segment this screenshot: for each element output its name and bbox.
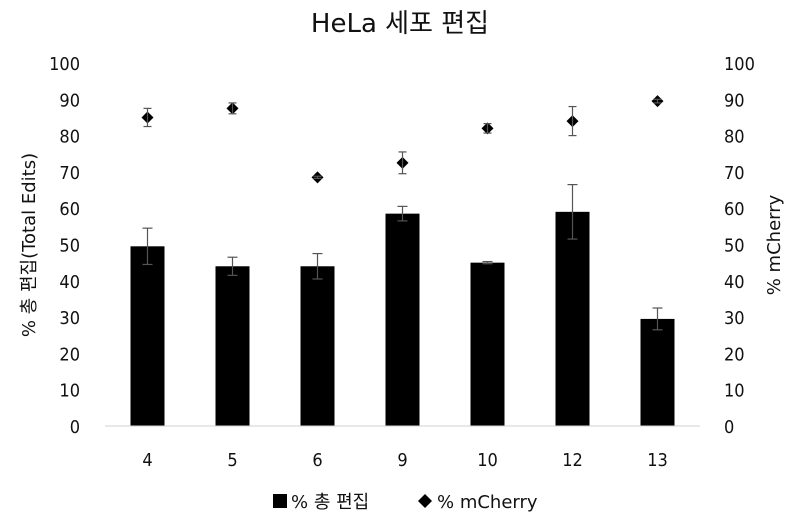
right-tick-label: 100	[724, 54, 755, 75]
right-tick-label: 10	[724, 381, 745, 402]
bar	[556, 212, 590, 426]
right-tick-label: 80	[724, 127, 745, 148]
left-tick-label: 70	[59, 163, 80, 184]
left-tick-label: 60	[59, 199, 80, 220]
left-tick-label: 0	[70, 417, 80, 438]
legend-marker-mcherry	[418, 494, 432, 508]
right-axis-ticks: 0 10 20 30 40 50 60 70 80 90 100	[724, 54, 755, 438]
y-axis-label-left: % 총 편집(Total Edits)	[19, 153, 40, 337]
right-tick-label: 0	[724, 417, 734, 438]
left-tick-label: 50	[59, 236, 80, 257]
bar	[641, 319, 675, 426]
legend: % 총 편집 % mCherry	[273, 492, 538, 513]
left-tick-label: 20	[59, 344, 80, 365]
left-tick-label: 100	[49, 54, 80, 75]
bar	[386, 214, 420, 426]
legend-label-total-edits: % 총 편집	[291, 492, 369, 513]
left-axis-ticks: 0 10 20 30 40 50 60 70 80 90 100	[49, 54, 80, 438]
left-tick-label: 10	[59, 381, 80, 402]
left-tick-label: 30	[59, 308, 80, 329]
bar	[471, 263, 505, 426]
x-tick-label: 13	[647, 450, 668, 471]
x-axis-ticks: 4 5 6 9 10 12 13	[142, 450, 667, 471]
left-tick-label: 90	[59, 90, 80, 111]
x-tick-label: 10	[477, 450, 498, 471]
right-tick-label: 60	[724, 199, 745, 220]
bar	[131, 246, 165, 426]
right-tick-label: 20	[724, 344, 745, 365]
y-axis-label-right: % mCherry	[764, 194, 785, 295]
right-tick-label: 70	[724, 163, 745, 184]
x-tick-label: 4	[142, 450, 152, 471]
legend-swatch-total-edits	[273, 494, 287, 508]
chart-title: HeLa 세포 편집	[311, 9, 489, 39]
left-tick-label: 80	[59, 127, 80, 148]
x-tick-label: 5	[227, 450, 237, 471]
bar-series	[131, 212, 675, 426]
legend-label-mcherry: % mCherry	[437, 492, 538, 513]
right-tick-label: 40	[724, 272, 745, 293]
right-tick-label: 30	[724, 308, 745, 329]
x-tick-label: 9	[397, 450, 407, 471]
bar	[301, 266, 335, 426]
left-tick-label: 40	[59, 272, 80, 293]
x-tick-label: 12	[562, 450, 583, 471]
bar	[216, 266, 250, 426]
right-tick-label: 50	[724, 236, 745, 257]
x-tick-label: 6	[312, 450, 322, 471]
right-tick-label: 90	[724, 90, 745, 111]
scatter-error-bars	[144, 99, 662, 178]
